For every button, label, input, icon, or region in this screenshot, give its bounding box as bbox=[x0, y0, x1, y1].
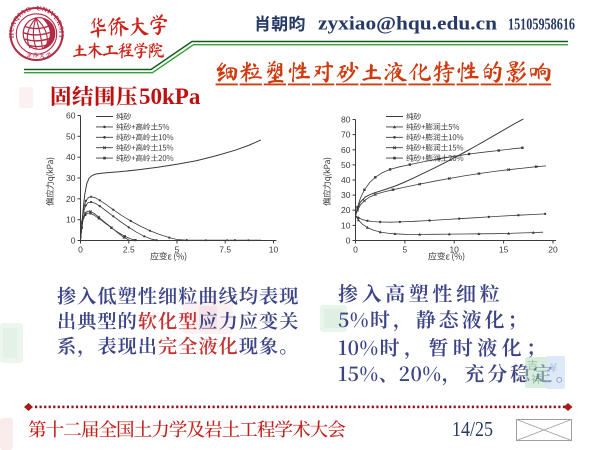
svg-text:10: 10 bbox=[449, 245, 459, 255]
svg-text:0: 0 bbox=[78, 245, 83, 255]
svg-text:zyxiao@hqu.edu.cn: zyxiao@hqu.edu.cn bbox=[318, 14, 497, 35]
svg-text:30: 30 bbox=[341, 190, 351, 200]
svg-text:40: 40 bbox=[66, 152, 76, 162]
svg-text:0: 0 bbox=[346, 236, 351, 246]
svg-text:2.5: 2.5 bbox=[123, 245, 135, 255]
svg-text:10: 10 bbox=[66, 215, 76, 225]
svg-text:15105958616: 15105958616 bbox=[508, 15, 575, 34]
svg-text:50: 50 bbox=[341, 160, 351, 170]
svg-text:30: 30 bbox=[66, 173, 76, 183]
svg-text:14/25: 14/25 bbox=[452, 417, 493, 441]
svg-text:50kPa: 50kPa bbox=[139, 84, 201, 109]
svg-text:60: 60 bbox=[66, 111, 76, 121]
svg-text:10: 10 bbox=[269, 245, 279, 255]
svg-text:20: 20 bbox=[548, 245, 558, 255]
svg-text:5: 5 bbox=[175, 245, 180, 255]
svg-text:40: 40 bbox=[341, 175, 351, 185]
svg-text:5: 5 bbox=[403, 245, 408, 255]
svg-text:0: 0 bbox=[71, 236, 76, 246]
svg-text:0: 0 bbox=[353, 245, 358, 255]
svg-text:80: 80 bbox=[341, 115, 351, 125]
svg-text:60: 60 bbox=[341, 145, 351, 155]
svg-text:20: 20 bbox=[341, 205, 351, 215]
svg-text:15: 15 bbox=[499, 245, 509, 255]
svg-text:50: 50 bbox=[66, 131, 76, 141]
svg-text:70: 70 bbox=[341, 130, 351, 140]
svg-text:10: 10 bbox=[341, 220, 351, 230]
svg-text:20: 20 bbox=[66, 194, 76, 204]
svg-text:7.5: 7.5 bbox=[219, 245, 231, 255]
